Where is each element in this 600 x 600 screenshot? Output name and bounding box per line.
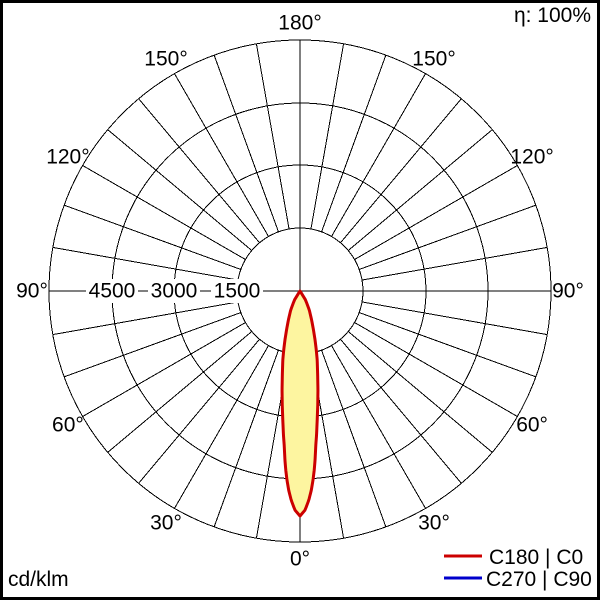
svg-text:90°: 90° [16, 280, 48, 303]
svg-text:120°: 120° [510, 146, 553, 169]
svg-text:180°: 180° [278, 12, 321, 35]
svg-text:120°: 120° [46, 146, 89, 169]
svg-text:30°: 30° [418, 512, 450, 535]
svg-text:60°: 60° [516, 414, 548, 437]
svg-text:C180 | C0: C180 | C0 [489, 546, 583, 569]
svg-text:90°: 90° [552, 280, 584, 303]
svg-text:0°: 0° [290, 548, 310, 571]
svg-text:30°: 30° [150, 512, 182, 535]
svg-text:C270 | C90: C270 | C90 [486, 568, 592, 591]
svg-text:150°: 150° [412, 47, 455, 70]
svg-text:3000: 3000 [151, 280, 198, 303]
svg-text:1500: 1500 [214, 280, 261, 303]
svg-text:4500: 4500 [89, 280, 136, 303]
svg-text:150°: 150° [144, 47, 187, 70]
svg-text:cd/klm: cd/klm [8, 568, 69, 591]
svg-text:60°: 60° [52, 414, 84, 437]
svg-text:η: 100%: η: 100% [514, 4, 591, 27]
